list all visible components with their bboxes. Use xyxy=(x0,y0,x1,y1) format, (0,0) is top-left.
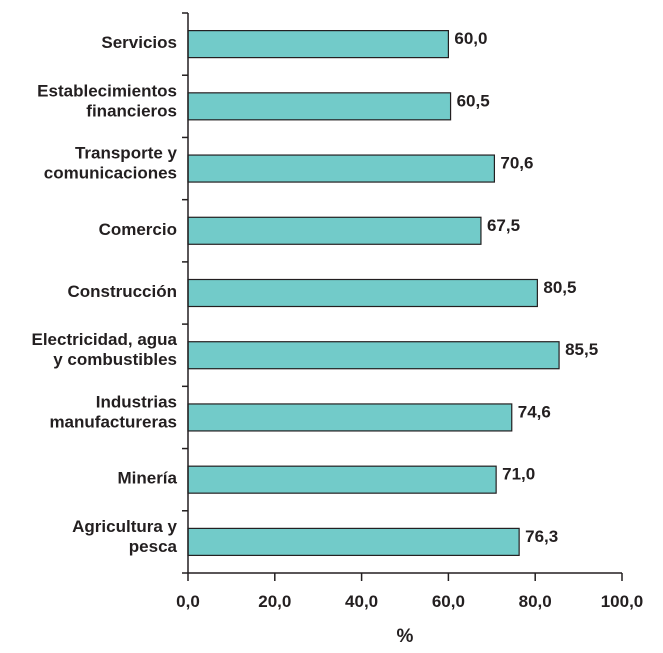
bar-value-label: 85,5 xyxy=(565,340,598,359)
bar-value-label: 80,5 xyxy=(543,278,576,297)
category-label: Establecimientos financieros xyxy=(37,82,177,121)
category-label-line: Minería xyxy=(117,469,177,488)
bar xyxy=(187,403,513,432)
category-label-line: manufactureras xyxy=(49,413,177,432)
x-tick-label: 0,0 xyxy=(176,592,200,611)
category-label-line: y combustibles xyxy=(53,351,177,370)
axes-layer xyxy=(182,12,623,581)
bar xyxy=(187,278,538,308)
category-label: Servicios xyxy=(101,34,177,53)
category-label-line: Establecimientos xyxy=(37,82,177,101)
category-label-line: Comercio xyxy=(99,220,177,239)
bar xyxy=(187,216,482,245)
category-label-line: comunicaciones xyxy=(44,164,177,183)
category-label-line: pesca xyxy=(129,537,178,556)
category-label-line: Construcción xyxy=(67,282,177,301)
x-tick-label: 20,0 xyxy=(258,592,291,611)
bar-value-label: 76,3 xyxy=(525,527,558,546)
category-label-line: Agricultura y xyxy=(72,517,177,536)
x-axis-title: % xyxy=(397,626,414,647)
bar xyxy=(187,341,560,370)
category-label: Minería xyxy=(117,469,177,488)
category-label: Agricultura y pesca xyxy=(72,517,177,556)
bar xyxy=(187,30,449,59)
bar-value-label: 71,0 xyxy=(502,465,535,484)
x-tick-label: 80,0 xyxy=(519,592,552,611)
bar xyxy=(187,154,496,183)
category-label: Construcción xyxy=(67,282,177,301)
bar xyxy=(187,465,497,494)
bar-value-label: 74,6 xyxy=(518,402,551,421)
category-label: Electricidad, agua y combustibles xyxy=(32,331,178,370)
bar-value-label: 60,5 xyxy=(457,91,490,110)
bar-value-label: 67,5 xyxy=(487,216,520,235)
bar-value-label: 70,6 xyxy=(500,154,533,173)
bar xyxy=(187,527,520,556)
bar-value-label: 60,0 xyxy=(454,29,487,48)
category-label: Comercio xyxy=(99,220,177,239)
category-label-line: Servicios xyxy=(101,34,177,53)
labels-layer: 60,0 Servicios 60,5 Establecimientos financi… xyxy=(32,29,644,611)
category-label-line: Transporte y xyxy=(75,144,178,163)
category-label-line: financieros xyxy=(86,102,177,121)
bars-layer xyxy=(187,30,560,556)
category-label: Transporte y comunicaciones xyxy=(44,144,178,183)
category-label-line: Industrias xyxy=(96,393,177,412)
bar xyxy=(187,92,452,121)
category-label: Industrias manufactureras xyxy=(49,393,177,432)
x-tick-label: 100,0 xyxy=(601,592,644,611)
x-tick-label: 60,0 xyxy=(432,592,465,611)
category-label-line: Electricidad, agua xyxy=(32,331,178,350)
x-tick-label: 40,0 xyxy=(345,592,378,611)
